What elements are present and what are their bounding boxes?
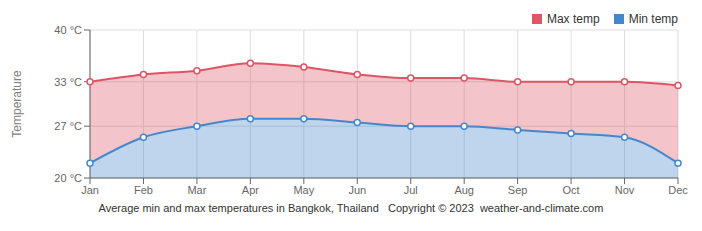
svg-text:20 °C: 20 °C: [54, 172, 82, 184]
svg-text:27 °C: 27 °C: [54, 120, 82, 132]
svg-text:Nov: Nov: [615, 184, 635, 196]
svg-text:40 °C: 40 °C: [54, 24, 82, 36]
html-text:Average min and max temperatur: Average min and max temperatures in Bang…: [98, 202, 604, 214]
html-text:Min temp: Min temp: [628, 12, 678, 26]
svg-text:Feb: Feb: [134, 184, 153, 196]
svg-text:Jun: Jun: [348, 184, 366, 196]
html-text:Max temp: Max temp: [547, 12, 600, 26]
svg-text:Sep: Sep: [508, 184, 528, 196]
svg-text:Aug: Aug: [454, 184, 474, 196]
svg-text:Apr: Apr: [242, 184, 259, 196]
svg-text:Dec: Dec: [668, 184, 688, 196]
svg-text:Temperature: Temperature: [10, 70, 24, 138]
svg-text:Jul: Jul: [404, 184, 418, 196]
svg-text:Mar: Mar: [187, 184, 206, 196]
svg-text:Oct: Oct: [563, 184, 580, 196]
svg-text:May: May: [293, 184, 314, 196]
svg-text:33 °C: 33 °C: [54, 76, 82, 88]
svg-text:Jan: Jan: [81, 184, 99, 196]
